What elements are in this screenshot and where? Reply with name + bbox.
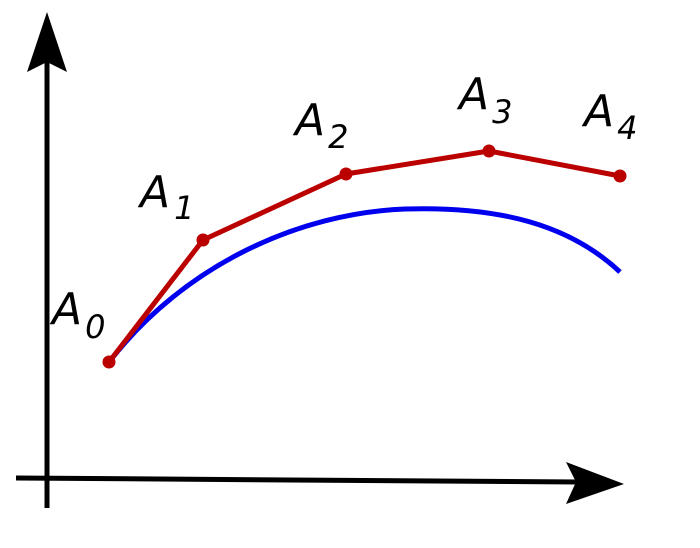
label-a3-letter: A (456, 69, 489, 120)
point-a3 (482, 144, 496, 158)
label-a0-letter: A (49, 284, 82, 335)
point-a1 (196, 233, 210, 247)
label-a2-index: 2 (328, 118, 348, 156)
x-axis-arrowhead (566, 462, 624, 504)
label-a1-letter: A (137, 167, 170, 218)
label-a3: A3 (456, 69, 512, 131)
label-a4: A4 (581, 86, 637, 147)
point-a2 (339, 167, 353, 181)
label-a2-letter: A (292, 95, 325, 146)
label-a0: A0 (49, 284, 105, 346)
label-a3-index: 3 (492, 93, 512, 131)
label-a4-index: 4 (617, 109, 637, 147)
label-a4-letter: A (581, 86, 614, 137)
x-axis-line (15, 475, 579, 485)
axes (15, 12, 624, 508)
y-axis-arrowhead (27, 12, 67, 72)
smooth-curve (107, 206, 622, 364)
vertex-points (102, 144, 627, 369)
label-a0-index: 0 (85, 308, 105, 346)
approximating-polyline (107, 148, 621, 364)
label-a2: A2 (292, 95, 348, 156)
point-a0 (102, 355, 116, 369)
point-a4 (613, 169, 627, 183)
label-a1-index: 1 (174, 189, 194, 227)
